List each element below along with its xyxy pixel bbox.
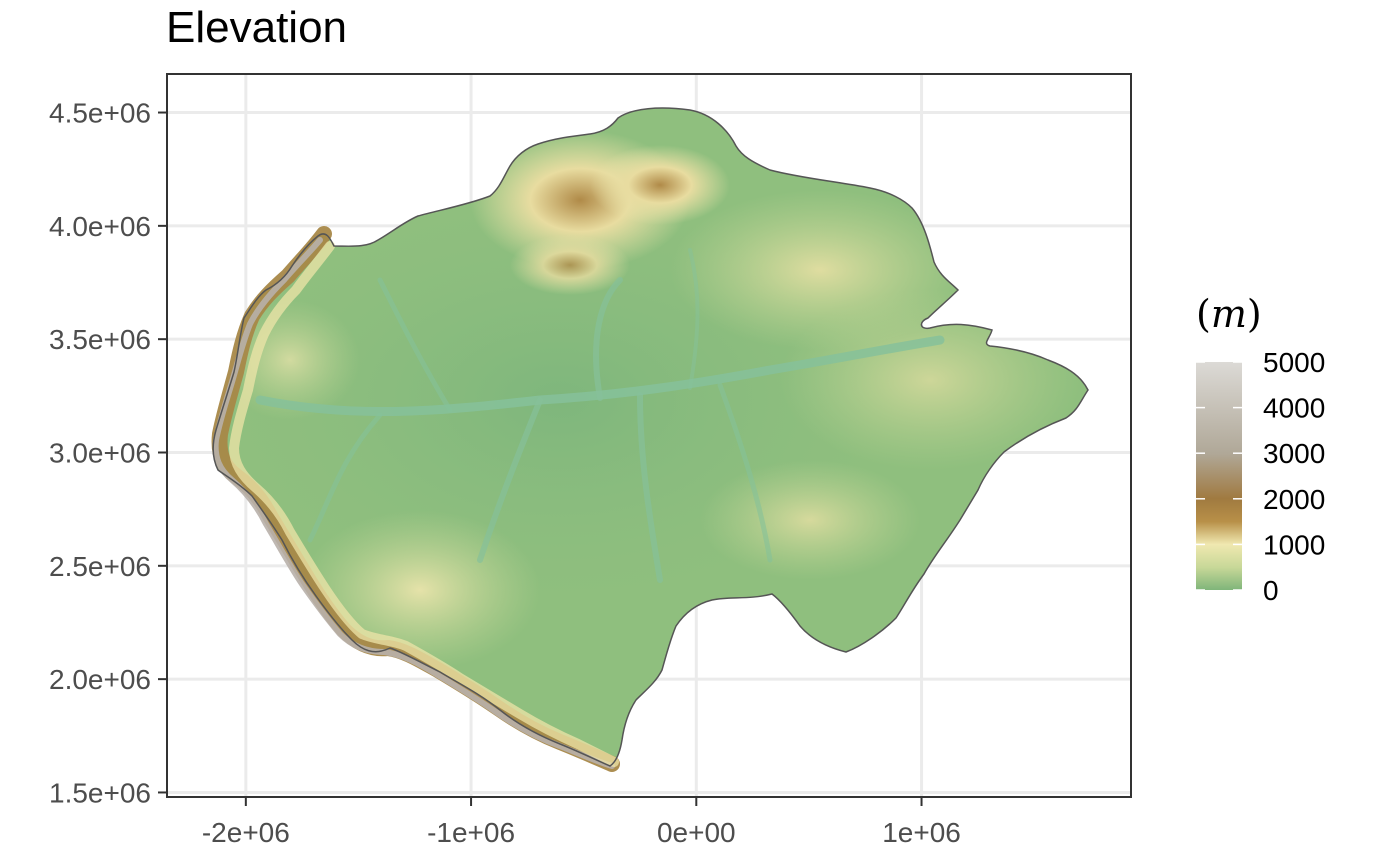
legend-label: 4000 — [1263, 393, 1325, 424]
guiana-highland-south — [510, 235, 630, 295]
legend-label: 2000 — [1263, 484, 1325, 515]
y-tick-label: 4.5e+06 — [49, 98, 151, 129]
x-tick-label: 1e+06 — [882, 817, 961, 848]
x-tick-label: 0e+00 — [657, 817, 736, 848]
x-axis: -2e+06 -1e+06 0e+00 1e+06 — [202, 797, 961, 848]
y-tick-label: 3.0e+06 — [49, 437, 151, 468]
x-tick-label: -1e+06 — [427, 817, 515, 848]
y-tick-label: 2.0e+06 — [49, 664, 151, 695]
amazon-basin — [211, 107, 1089, 772]
y-tick-label: 4.0e+06 — [49, 211, 151, 242]
y-axis: 1.5e+06 2.0e+06 2.5e+06 3.0e+06 3.5e+06 4.0e+… — [49, 98, 167, 808]
y-tick-label: 1.5e+06 — [49, 777, 151, 808]
southeast-upland — [700, 460, 920, 580]
legend-ticks: 5000 4000 3000 2000 1000 0 — [1196, 347, 1325, 606]
andes-peaks — [212, 237, 615, 769]
x-tick-label: -2e+06 — [202, 817, 290, 848]
basin-outline — [212, 107, 1089, 767]
elevation-legend: (m) 5000 4000 3000 2000 1000 0 — [1196, 292, 1325, 606]
river-network — [255, 248, 945, 583]
andes-foothills — [229, 241, 619, 767]
legend-label: 5000 — [1263, 347, 1325, 378]
legend-label: 1000 — [1263, 529, 1325, 560]
panel-border — [166, 73, 1132, 798]
legend-label: 0 — [1263, 575, 1279, 606]
legend-title: (m) — [1196, 292, 1262, 336]
guiana-highland-east — [590, 145, 730, 225]
legend-label: 3000 — [1263, 438, 1325, 469]
y-tick-label: 3.5e+06 — [49, 324, 151, 355]
map-title: Elevation — [166, 3, 347, 52]
plot-panel — [166, 73, 1132, 798]
y-tick-label: 2.5e+06 — [49, 551, 151, 582]
legend-colorbar — [1196, 362, 1242, 590]
